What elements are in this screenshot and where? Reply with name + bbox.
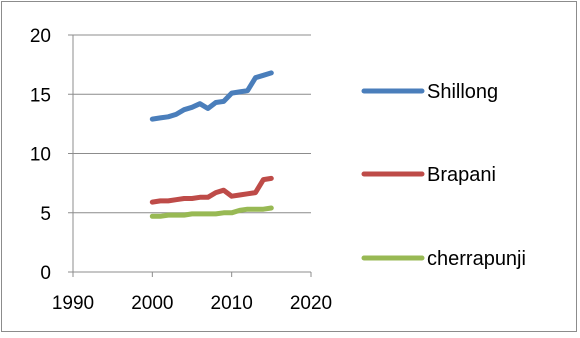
- line-chart: 0 5 10 15 20 1990 2000 2010 2020 Shillong Brapani…: [30, 26, 526, 314]
- legend: Shillong Brapani cherrapunji: [361, 81, 526, 270]
- y-tick-label-5: 5: [40, 204, 51, 225]
- legend-item-cherrapunji: cherrapunji: [361, 248, 526, 270]
- legend-label-brapani: Brapani: [427, 164, 496, 186]
- series-line-brapani: [149, 175, 274, 205]
- y-tick-label-10: 10: [30, 145, 51, 166]
- series-line-shillong: [149, 70, 274, 122]
- x-tick-label-2020: 2020: [290, 293, 332, 314]
- grid-lines: [73, 34, 311, 273]
- series-lines: [149, 70, 274, 219]
- legend-label-shillong: Shillong: [427, 81, 498, 103]
- tick-labels: 0 5 10 15 20 1990 2000 2010 2020: [30, 26, 332, 314]
- x-tick-label-2010: 2010: [211, 293, 253, 314]
- chart-frame: 0 5 10 15 20 1990 2000 2010 2020 Shillong Brapani…: [1, 1, 577, 332]
- x-tick-label-1990: 1990: [52, 293, 94, 314]
- x-tick-label-2000: 2000: [131, 293, 173, 314]
- legend-label-cherrapunji: cherrapunji: [427, 248, 526, 270]
- series-line-cherrapunji: [149, 205, 274, 219]
- y-tick-label-20: 20: [30, 26, 51, 47]
- y-tick-label-15: 15: [30, 85, 51, 106]
- y-tick-label-0: 0: [40, 263, 51, 284]
- legend-item-brapani: Brapani: [361, 164, 496, 186]
- axes: [68, 34, 312, 277]
- legend-item-shillong: Shillong: [361, 81, 498, 103]
